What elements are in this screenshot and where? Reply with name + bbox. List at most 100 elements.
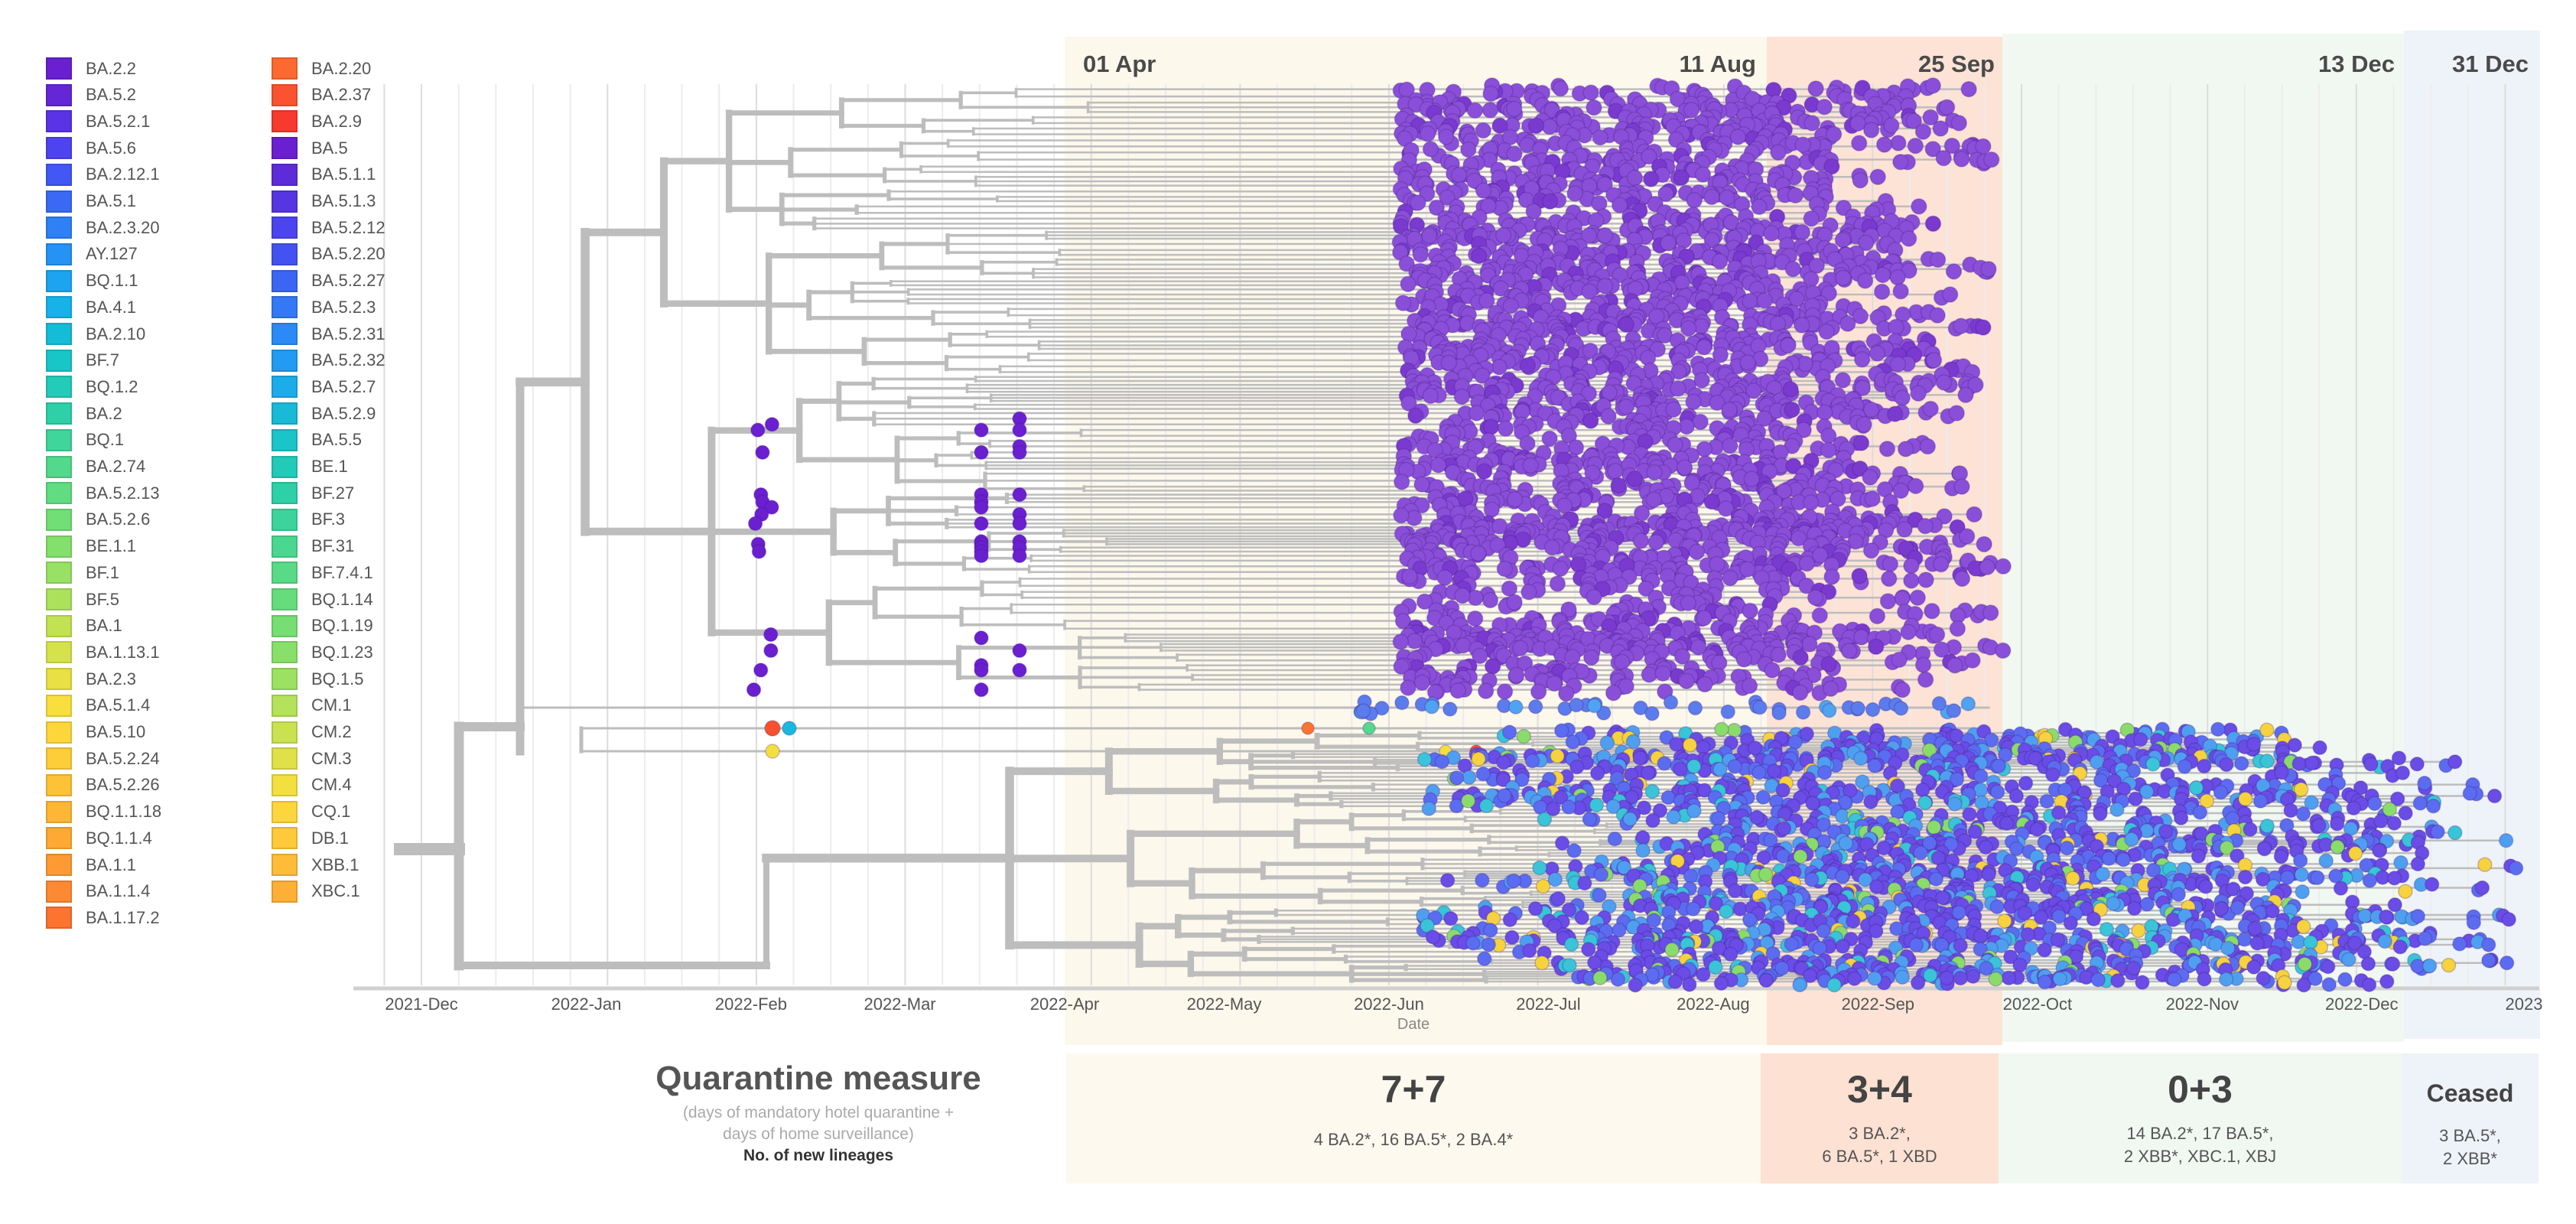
tip-point <box>1911 198 1927 215</box>
tip-point <box>1917 795 1933 811</box>
tip-point <box>1726 722 1742 738</box>
tip-point <box>1483 501 1501 518</box>
tip-point <box>1532 860 1547 876</box>
tip-point <box>1839 315 1856 332</box>
tip-point <box>2259 819 2275 834</box>
tip-point <box>1770 646 1787 663</box>
tip-point <box>1670 380 1686 397</box>
tip-point <box>1719 189 1735 207</box>
tip-point <box>2051 805 2067 821</box>
tip-point <box>1501 580 1518 597</box>
tip-point <box>1693 372 1710 389</box>
tip-point <box>1910 385 1927 402</box>
tip-point <box>1795 705 1811 720</box>
tip-point <box>1825 125 1843 143</box>
tip-point <box>1687 700 1703 716</box>
tip-point <box>1922 400 1939 418</box>
tip-point <box>1635 842 1651 858</box>
tip-point <box>763 627 779 643</box>
tip-point <box>1012 516 1027 532</box>
tip-point <box>1012 487 1027 503</box>
tip-point <box>1455 636 1472 654</box>
tip-point <box>2132 731 2148 747</box>
tip-point <box>1764 662 1781 679</box>
tip-point <box>2410 856 2426 872</box>
tip-point <box>1897 441 1914 457</box>
tip-point <box>2219 757 2234 773</box>
tip-point <box>2425 798 2441 814</box>
tip-point <box>1450 166 1468 184</box>
tip-point <box>1983 151 2000 168</box>
tip-point <box>2029 822 2045 837</box>
tip-point <box>1817 765 1833 780</box>
tip-point <box>1410 194 1426 211</box>
tip-point <box>1516 728 1532 744</box>
tip-point <box>1589 797 1605 813</box>
tip-point <box>1680 594 1697 612</box>
band-label-31-dec: 31 Dec <box>2452 50 2529 77</box>
tip-point <box>1751 765 1767 780</box>
tip-point <box>1506 594 1523 611</box>
tip-point <box>1709 555 1725 573</box>
tip-point <box>1592 129 1608 146</box>
tip-point <box>1586 99 1602 116</box>
tip-point <box>1632 750 1647 766</box>
tip-point <box>1511 640 1529 656</box>
tip-point <box>1610 477 1627 494</box>
tip-point <box>1873 283 1891 301</box>
tip-point <box>1729 129 1747 145</box>
tip-point <box>1869 345 1886 362</box>
tip-point <box>1703 493 1720 510</box>
tip-point <box>2259 754 2275 769</box>
tip-point <box>1422 141 1439 158</box>
tip-point <box>1686 758 1702 774</box>
tip-point <box>2171 887 2186 903</box>
tip-point <box>1468 405 1485 422</box>
tip-point <box>2191 848 2207 864</box>
tip-point <box>974 682 989 698</box>
tip-point <box>1964 652 1981 669</box>
tip-point <box>1953 151 1970 168</box>
tip-point <box>1862 542 1880 559</box>
tip-point <box>1683 868 1699 884</box>
tip-point <box>1742 292 1758 310</box>
tip-point <box>2448 825 2463 841</box>
tip-point <box>1979 558 1995 576</box>
tip-point <box>2158 824 2174 839</box>
tip-point <box>1834 269 1852 287</box>
tip-point <box>1462 770 1477 785</box>
tip-point <box>1711 252 1729 270</box>
tip-point <box>1980 261 1997 278</box>
tip-point <box>1502 298 1520 314</box>
tip-point <box>1791 684 1809 702</box>
tip-point <box>764 417 780 432</box>
tip-point <box>1685 393 1702 411</box>
tip-point <box>1751 198 1768 216</box>
tip-point <box>1976 536 1992 553</box>
tip-point <box>1879 593 1897 610</box>
tip-point <box>1823 158 1840 175</box>
tip-point <box>1429 457 1447 474</box>
tip-point <box>1393 474 1410 490</box>
tip-point <box>1747 740 1763 756</box>
band-label-25-sep: 25 Sep <box>1918 50 1995 77</box>
tip-point <box>1589 765 1605 781</box>
tip-point <box>1673 169 1690 186</box>
tip-point <box>1413 476 1430 493</box>
tip-point <box>2318 853 2334 869</box>
tip-point <box>1894 681 1911 698</box>
tip-point <box>1471 751 1486 767</box>
tip-point <box>1644 783 1660 799</box>
tip-point <box>1714 721 1729 737</box>
tip-point <box>2065 871 2080 886</box>
tip-point <box>1440 354 1458 371</box>
tip-point <box>2477 857 2493 872</box>
tip-point <box>1794 223 1811 241</box>
tip-point <box>750 422 766 438</box>
tip-point <box>2192 805 2208 820</box>
tip-point <box>2039 793 2054 809</box>
tip-point <box>2008 788 2025 804</box>
tip-point <box>1924 141 1941 158</box>
tip-point <box>1771 705 1787 721</box>
tip-point <box>2295 806 2311 822</box>
